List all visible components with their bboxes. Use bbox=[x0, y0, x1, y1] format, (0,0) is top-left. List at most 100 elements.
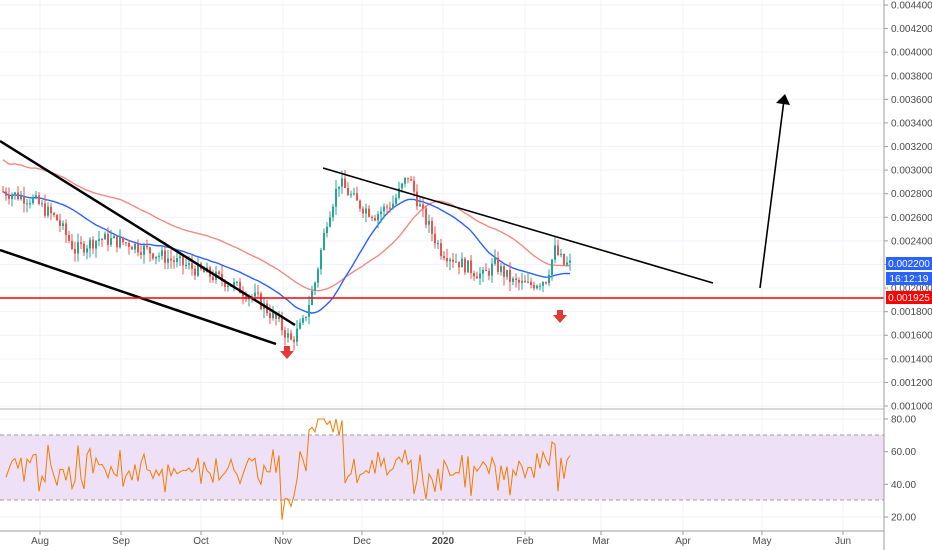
channel-upper-trendline[interactable] bbox=[0, 139, 296, 327]
candle-body bbox=[557, 245, 559, 256]
price-axis[interactable]: 0.004400 0.004200 0.004000 0.003800 0.003600… bbox=[884, 1, 932, 413]
candle-body bbox=[167, 258, 169, 263]
price-tick-label: 0.004000 bbox=[891, 48, 932, 59]
candle-body bbox=[71, 240, 73, 249]
candle-body bbox=[155, 256, 157, 259]
candle-body bbox=[449, 259, 451, 262]
candle-body bbox=[431, 220, 433, 234]
candle-body bbox=[434, 233, 436, 244]
breakout-arrow-head bbox=[776, 94, 790, 105]
candle-body bbox=[203, 269, 205, 273]
candle-body bbox=[218, 271, 220, 274]
candle-body bbox=[350, 194, 352, 196]
candle-body bbox=[341, 178, 343, 187]
candle-body bbox=[314, 282, 316, 291]
candle-body bbox=[260, 293, 262, 310]
candle-body bbox=[371, 216, 373, 219]
candle-body bbox=[383, 206, 385, 212]
moving-average-fast bbox=[2, 190, 571, 314]
candle-body bbox=[473, 273, 475, 277]
candle-body bbox=[443, 256, 445, 259]
candle-body bbox=[356, 193, 358, 201]
time-tick-label: Mar bbox=[592, 536, 610, 547]
candle-body bbox=[284, 330, 286, 338]
time-tick-label: Apr bbox=[675, 536, 691, 547]
candle-body bbox=[227, 285, 229, 287]
candle-body bbox=[323, 233, 325, 250]
candle-body bbox=[305, 316, 307, 318]
channel-lower-trendline[interactable] bbox=[0, 248, 277, 346]
candle-body bbox=[308, 304, 310, 317]
candle-body bbox=[272, 312, 274, 319]
candle-body bbox=[296, 328, 298, 342]
candle-body bbox=[38, 195, 40, 204]
candle-body bbox=[140, 252, 142, 255]
breakout-arrow-line[interactable] bbox=[759, 99, 785, 289]
current-price-badge: 0.002200 bbox=[886, 257, 932, 270]
candle-body bbox=[2, 191, 4, 193]
candle-body bbox=[521, 280, 523, 283]
candle-body bbox=[59, 220, 61, 227]
price-tick-label: 0.003000 bbox=[891, 166, 932, 177]
price-tick-label: 0.003600 bbox=[891, 95, 932, 106]
candle-body bbox=[545, 282, 547, 284]
time-tick-label: Jun bbox=[835, 536, 851, 547]
candle-body bbox=[11, 195, 13, 199]
candle-body bbox=[335, 188, 337, 207]
candle-body bbox=[287, 333, 289, 338]
candle-body bbox=[20, 195, 22, 200]
candle-body bbox=[500, 266, 502, 273]
candle-body bbox=[164, 250, 166, 263]
candle-body bbox=[80, 242, 82, 244]
candle-body bbox=[386, 206, 388, 208]
candle-body bbox=[188, 263, 190, 265]
candle-body bbox=[332, 206, 334, 218]
candle-body bbox=[176, 258, 178, 263]
rsi-axis[interactable]: 80.00 60.00 40.00 20.00 bbox=[884, 415, 916, 524]
candle-body bbox=[161, 250, 163, 256]
support-price-label: 0.001925 bbox=[888, 293, 930, 304]
candle-body bbox=[194, 268, 196, 276]
candle-body bbox=[491, 263, 493, 276]
candle-body bbox=[197, 263, 199, 276]
candle-body bbox=[113, 236, 115, 239]
candle-body bbox=[446, 258, 448, 262]
candle-body bbox=[233, 282, 235, 287]
candle-body bbox=[467, 260, 469, 273]
candle-body bbox=[437, 243, 439, 245]
candle-body bbox=[32, 197, 34, 204]
candle-body bbox=[92, 239, 94, 249]
candle-body bbox=[173, 260, 175, 263]
candle-body bbox=[419, 204, 421, 207]
price-tick-label: 0.003400 bbox=[891, 118, 932, 129]
time-tick-label: May bbox=[753, 536, 772, 547]
candle-body bbox=[41, 203, 43, 205]
price-tick-label: 0.003200 bbox=[891, 142, 932, 153]
candle-body bbox=[17, 192, 19, 200]
candle-body bbox=[89, 239, 91, 249]
moving-average-slow bbox=[2, 159, 571, 292]
candle-body bbox=[404, 177, 406, 184]
candle-body bbox=[539, 285, 541, 287]
rsi-band bbox=[0, 435, 884, 500]
candle-body bbox=[338, 186, 340, 189]
rsi-tick-label: 40.00 bbox=[891, 480, 916, 491]
time-axis[interactable]: Aug Sep Oct Nov Dec 2020 Feb Mar Apr May Jun bbox=[31, 531, 851, 547]
rsi-line bbox=[5, 418, 571, 520]
candle-body bbox=[374, 218, 376, 221]
price-tick-label: 0.001000 bbox=[891, 402, 932, 413]
candle-body bbox=[179, 256, 181, 259]
candle-body bbox=[278, 316, 280, 319]
price-tick-label: 0.001800 bbox=[891, 307, 932, 318]
descending-resistance-trendline[interactable] bbox=[322, 167, 714, 284]
candle-body bbox=[320, 249, 322, 270]
candle-body bbox=[359, 200, 361, 209]
candle-body bbox=[143, 245, 145, 255]
time-tick-label: Aug bbox=[31, 536, 49, 547]
candle-body bbox=[221, 273, 223, 281]
candle-body bbox=[452, 259, 454, 262]
candle-body bbox=[50, 206, 52, 214]
candle-body bbox=[170, 258, 172, 261]
candle-body bbox=[497, 257, 499, 273]
